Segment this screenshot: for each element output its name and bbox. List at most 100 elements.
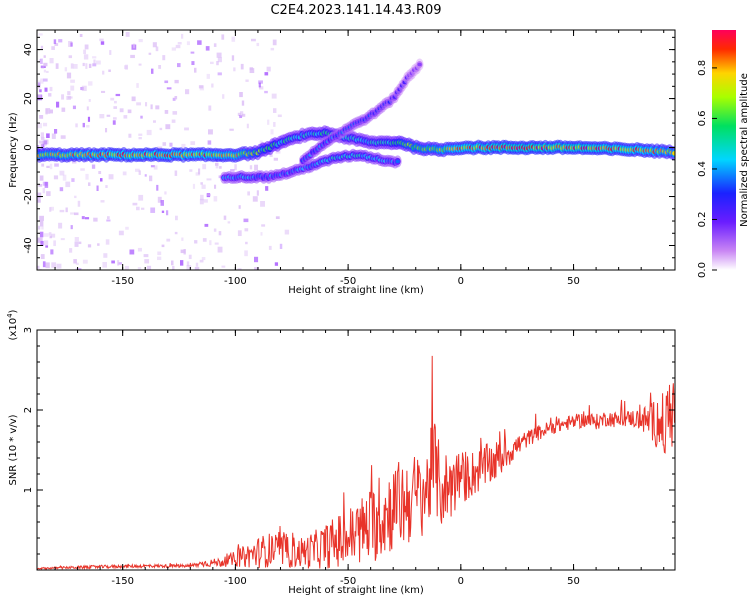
- noise-speckle: [157, 256, 162, 261]
- y-tick-label: 40: [23, 43, 34, 56]
- noise-speckle: [181, 143, 186, 149]
- noise-speckle: [279, 243, 283, 249]
- noise-speckle: [40, 136, 45, 140]
- noise-speckle: [45, 108, 51, 114]
- noise-speckle: [199, 259, 204, 263]
- noise-speckle: [267, 119, 270, 125]
- noise-speckle: [45, 262, 50, 269]
- bottom-x-axis-label: Height of straight line (km): [288, 585, 424, 596]
- noise-speckle: [194, 240, 198, 244]
- noise-speckle: [141, 207, 145, 210]
- noise-speckle: [99, 38, 104, 42]
- noise-speckle: [106, 219, 111, 222]
- noise-speckle: [133, 43, 136, 49]
- noise-speckle: [93, 217, 98, 222]
- noise-speckle: [59, 170, 65, 176]
- noise-speckle: [44, 181, 49, 188]
- noise-speckle: [53, 175, 59, 180]
- noise-speckle: [108, 69, 111, 72]
- noise-speckle: [268, 245, 272, 250]
- noise-speckle: [247, 191, 250, 196]
- noise-speckle: [37, 82, 41, 87]
- noise-speckle: [96, 185, 99, 191]
- noise-speckle: [71, 178, 75, 182]
- noise-speckle: [251, 38, 256, 42]
- noise-speckle: [91, 164, 96, 169]
- noise-speckle: [42, 144, 45, 151]
- noise-speckle: [144, 174, 147, 177]
- noise-speckle: [106, 114, 111, 117]
- noise-speckle: [70, 63, 74, 69]
- noise-speckle: [264, 72, 269, 76]
- noise-speckle: [82, 122, 85, 128]
- noise-speckle: [204, 223, 209, 227]
- noise-speckle: [49, 86, 53, 92]
- noise-speckle: [72, 105, 76, 110]
- spectrogram-heatmap: [37, 32, 675, 270]
- noise-speckle: [77, 200, 81, 207]
- noise-speckle: [46, 133, 50, 139]
- noise-speckle: [42, 261, 46, 268]
- noise-speckle: [202, 238, 207, 242]
- noise-speckle: [164, 191, 167, 195]
- noise-speckle: [237, 112, 241, 116]
- noise-speckle: [214, 184, 217, 189]
- noise-speckle: [119, 108, 124, 113]
- noise-speckle: [42, 78, 48, 82]
- noise-speckle: [260, 201, 266, 207]
- noise-speckle: [161, 210, 165, 213]
- noise-speckle: [157, 251, 162, 256]
- noise-speckle: [152, 42, 157, 48]
- noise-speckle: [241, 100, 245, 106]
- noise-speckle: [40, 45, 44, 49]
- colorbar-tick-label: 0.4: [697, 161, 708, 177]
- noise-speckle: [37, 192, 42, 198]
- noise-speckle: [86, 125, 90, 128]
- noise-speckle: [100, 200, 105, 203]
- noise-speckle: [69, 248, 73, 253]
- x-tick-label: -100: [224, 276, 247, 287]
- noise-speckle: [217, 246, 223, 253]
- noise-speckle: [114, 100, 117, 104]
- noise-speckle: [39, 175, 44, 181]
- noise-speckle: [66, 96, 71, 100]
- noise-speckle: [49, 58, 54, 64]
- noise-speckle: [102, 70, 105, 75]
- noise-speckle: [136, 102, 142, 106]
- noise-speckle: [171, 47, 176, 51]
- noise-speckle: [54, 43, 59, 46]
- noise-speckle: [117, 260, 120, 266]
- spectral-ridges: [37, 58, 675, 184]
- noise-speckle: [180, 249, 186, 254]
- noise-speckle: [174, 79, 179, 84]
- noise-speckle: [125, 32, 130, 37]
- bottom-plot-frame: [36, 329, 676, 571]
- noise-speckle: [99, 114, 105, 119]
- noise-speckle: [88, 99, 91, 102]
- noise-speckle: [88, 182, 91, 186]
- noise-speckle: [256, 42, 260, 47]
- noise-speckle: [208, 129, 213, 135]
- bottom-y-axis: 1 2 3: [23, 327, 675, 555]
- noise-speckle: [200, 182, 203, 185]
- noise-speckle: [130, 54, 135, 59]
- noise-speckle: [39, 215, 44, 221]
- noise-speckle: [194, 266, 200, 270]
- noise-speckle: [50, 249, 54, 255]
- noise-speckle: [150, 207, 156, 213]
- colorbar-ticks: 0.0 0.2 0.4 0.6 0.8: [697, 60, 717, 278]
- noise-speckle: [157, 146, 163, 150]
- noise-speckle: [75, 123, 78, 128]
- noise-speckle: [77, 268, 82, 270]
- noise-speckle: [128, 133, 132, 138]
- x-tick-label: -150: [111, 276, 134, 287]
- noise-speckle: [97, 243, 100, 246]
- noise-speckle: [155, 105, 160, 110]
- noise-speckle: [185, 89, 190, 95]
- noise-speckle: [246, 123, 249, 129]
- noise-speckle: [273, 108, 277, 113]
- noise-speckle: [43, 122, 48, 127]
- noise-speckle: [110, 97, 115, 101]
- noise-speckle: [221, 265, 226, 268]
